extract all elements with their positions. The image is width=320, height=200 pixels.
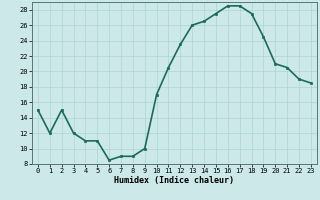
X-axis label: Humidex (Indice chaleur): Humidex (Indice chaleur): [115, 176, 234, 185]
